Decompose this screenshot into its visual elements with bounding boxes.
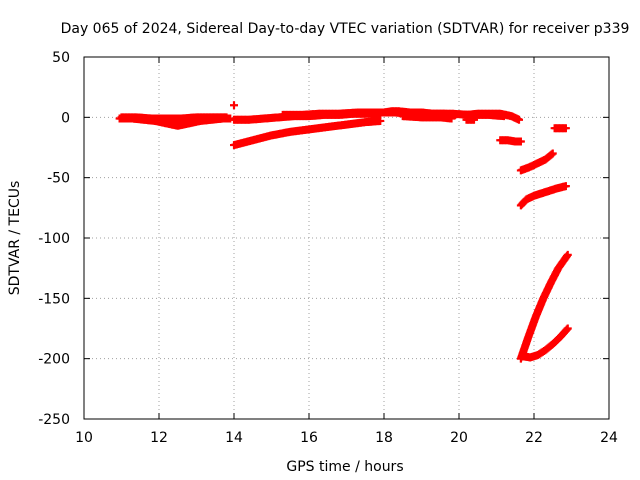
x-tick-label: 24 bbox=[600, 430, 618, 446]
y-axis-label: SDTVAR / TECUs bbox=[7, 181, 23, 296]
data-point bbox=[561, 124, 570, 133]
x-tick-label: 14 bbox=[225, 430, 243, 446]
data-point bbox=[376, 116, 385, 125]
x-tick-label: 12 bbox=[150, 430, 168, 446]
data-point bbox=[230, 101, 238, 110]
data-point bbox=[516, 137, 525, 146]
data-point bbox=[563, 250, 572, 259]
x-tick-label: 22 bbox=[525, 430, 543, 446]
data-point bbox=[470, 115, 478, 124]
x-tick-label: 18 bbox=[375, 430, 393, 446]
x-tick-label: 16 bbox=[300, 430, 318, 446]
data-point bbox=[563, 324, 572, 333]
y-tick-label: -50 bbox=[47, 171, 70, 187]
y-tick-label: -200 bbox=[38, 352, 70, 368]
data-point bbox=[561, 182, 570, 191]
y-tick-label: 0 bbox=[61, 110, 70, 126]
y-tick-label: -250 bbox=[38, 412, 70, 428]
data-point bbox=[548, 149, 557, 158]
data-point bbox=[515, 115, 523, 124]
data-points bbox=[115, 101, 572, 363]
data-point bbox=[447, 114, 456, 123]
y-tick-label: 50 bbox=[52, 50, 70, 66]
axes: 10 12 14 16 18 20 22 24 -250 -200 -150 -100 -50 0 50 bbox=[38, 50, 618, 446]
x-tick-label: 20 bbox=[450, 430, 468, 446]
y-tick-label: -150 bbox=[38, 291, 70, 307]
y-tick-label: -100 bbox=[38, 231, 70, 247]
chart-title: Day 065 of 2024, Sidereal Day-to-day VTE… bbox=[61, 21, 630, 37]
data-point bbox=[222, 113, 231, 122]
x-tick-label: 10 bbox=[75, 430, 93, 446]
x-axis-label: GPS time / hours bbox=[286, 459, 403, 475]
